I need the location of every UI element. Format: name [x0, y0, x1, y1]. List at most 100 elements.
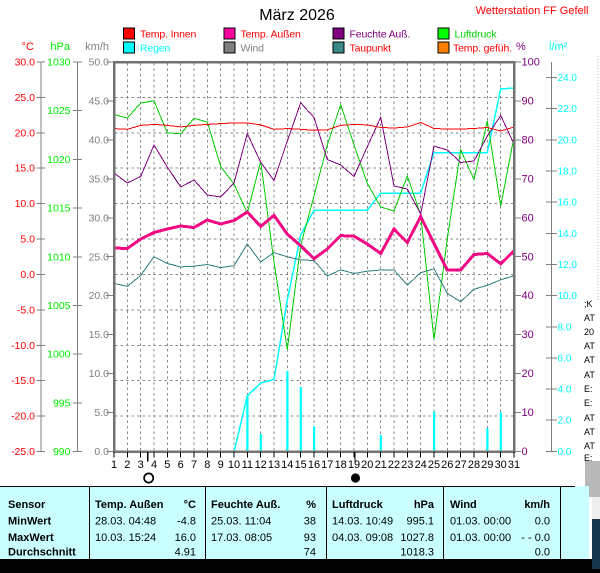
svg-text:Wind: Wind: [241, 43, 265, 55]
svg-text:24.0: 24.0: [558, 73, 578, 84]
svg-text:0.0: 0.0: [535, 516, 550, 528]
svg-text:15: 15: [295, 459, 307, 471]
svg-text:15.0: 15.0: [15, 163, 36, 175]
svg-text:5: 5: [164, 459, 170, 471]
svg-text:°C: °C: [184, 499, 196, 511]
svg-text:MinWert: MinWert: [8, 516, 52, 528]
svg-text:4: 4: [151, 459, 157, 471]
svg-text:-4.8: -4.8: [177, 516, 196, 528]
svg-text:14: 14: [281, 459, 293, 471]
svg-text:04.03. 09:08: 04.03. 09:08: [332, 532, 393, 544]
svg-text:Feuchte Auß.: Feuchte Auß.: [211, 499, 280, 511]
svg-text:%: %: [516, 41, 526, 53]
svg-text:1015: 1015: [47, 203, 71, 215]
svg-text:3: 3: [138, 459, 144, 471]
svg-text:7: 7: [191, 459, 197, 471]
svg-text:14.0: 14.0: [558, 229, 578, 240]
svg-text:AT: AT: [584, 341, 595, 351]
svg-text:hPa: hPa: [50, 41, 70, 53]
svg-text:25: 25: [428, 459, 440, 471]
svg-text:hPa: hPa: [414, 499, 435, 511]
svg-text:25.0: 25.0: [15, 92, 36, 104]
svg-text:20: 20: [584, 327, 594, 337]
svg-text:38: 38: [304, 516, 316, 528]
svg-text:AT: AT: [584, 355, 595, 365]
svg-text:E:: E:: [584, 398, 593, 408]
svg-text:22: 22: [388, 459, 400, 471]
svg-text:90: 90: [522, 96, 534, 108]
svg-text:12: 12: [255, 459, 267, 471]
svg-text:30: 30: [522, 329, 534, 341]
svg-text:1030: 1030: [47, 57, 71, 69]
svg-text:26: 26: [441, 459, 453, 471]
svg-text:30.0: 30.0: [15, 57, 36, 69]
svg-text:17: 17: [321, 459, 333, 471]
svg-text:1027.8: 1027.8: [400, 532, 434, 544]
svg-text:13: 13: [268, 459, 280, 471]
svg-text:60: 60: [522, 212, 534, 224]
svg-text:0.0: 0.0: [94, 446, 109, 458]
svg-text:4.0: 4.0: [558, 385, 572, 396]
svg-text:AT: AT: [584, 427, 595, 437]
svg-text:Temp. Innen: Temp. Innen: [140, 29, 196, 41]
svg-text:50.0: 50.0: [89, 57, 110, 69]
svg-text:995: 995: [53, 397, 71, 409]
svg-text:12.0: 12.0: [558, 260, 578, 271]
svg-text:100: 100: [522, 57, 540, 69]
svg-text:28: 28: [468, 459, 480, 471]
svg-text:Regen: Regen: [140, 43, 171, 55]
svg-text:14.03. 10:49: 14.03. 10:49: [332, 516, 393, 528]
svg-text:10.0: 10.0: [89, 368, 110, 380]
svg-text:AT: AT: [584, 413, 595, 423]
svg-text:20.0: 20.0: [89, 290, 110, 302]
svg-text:22.0: 22.0: [558, 104, 578, 115]
svg-text:1018.3: 1018.3: [400, 547, 434, 559]
svg-text:1: 1: [111, 459, 117, 471]
svg-text:AT: AT: [584, 313, 595, 323]
svg-text:15.0: 15.0: [89, 329, 110, 341]
svg-text:%: %: [306, 499, 316, 511]
svg-text:30: 30: [495, 459, 507, 471]
svg-text:27: 27: [455, 459, 467, 471]
svg-text:80: 80: [522, 134, 534, 146]
svg-text:30.0: 30.0: [89, 212, 110, 224]
svg-text:10.0: 10.0: [15, 198, 36, 210]
svg-text:-20.0: -20.0: [11, 411, 35, 423]
svg-text:Taupunkt: Taupunkt: [350, 43, 392, 55]
svg-text:995.1: 995.1: [406, 516, 434, 528]
svg-text:18: 18: [335, 459, 347, 471]
svg-text:Durchschnitt: Durchschnitt: [8, 547, 76, 559]
svg-text:°C: °C: [22, 41, 34, 53]
svg-text:Wind: Wind: [450, 499, 477, 511]
svg-text:-10.0: -10.0: [11, 340, 35, 352]
svg-text:km/h: km/h: [524, 499, 550, 511]
svg-text:Luftdruck: Luftdruck: [332, 499, 384, 511]
svg-text:50: 50: [522, 251, 534, 263]
svg-text:0.0: 0.0: [558, 447, 572, 458]
svg-text:Temp. Außen: Temp. Außen: [241, 29, 302, 41]
svg-text:2: 2: [124, 459, 130, 471]
svg-text:18.0: 18.0: [558, 167, 578, 178]
svg-text:Sensor: Sensor: [8, 499, 46, 511]
svg-text:8: 8: [204, 459, 210, 471]
svg-text:l/m²: l/m²: [549, 41, 568, 53]
svg-text:1005: 1005: [47, 300, 71, 312]
svg-text:-25.0: -25.0: [11, 446, 35, 458]
svg-text:1010: 1010: [47, 251, 71, 263]
svg-text:0: 0: [522, 446, 528, 458]
svg-text:990: 990: [53, 446, 71, 458]
svg-text:;K: ;K: [584, 299, 593, 309]
svg-text:20: 20: [361, 459, 373, 471]
svg-text:23: 23: [401, 459, 413, 471]
svg-text:16.0: 16.0: [558, 198, 578, 209]
svg-text:1000: 1000: [47, 349, 71, 361]
svg-text:20.0: 20.0: [15, 127, 36, 139]
svg-text:6: 6: [178, 459, 184, 471]
svg-text:Feuchte Auß.: Feuchte Auß.: [350, 29, 411, 41]
svg-text:28.03. 04:48: 28.03. 04:48: [95, 516, 156, 528]
svg-text:E:: E:: [584, 384, 593, 394]
svg-text:10.03. 15:24: 10.03. 15:24: [95, 532, 156, 544]
svg-text:16.0: 16.0: [175, 532, 196, 544]
svg-text:E:: E:: [584, 453, 593, 463]
svg-text:25.0: 25.0: [89, 251, 110, 263]
